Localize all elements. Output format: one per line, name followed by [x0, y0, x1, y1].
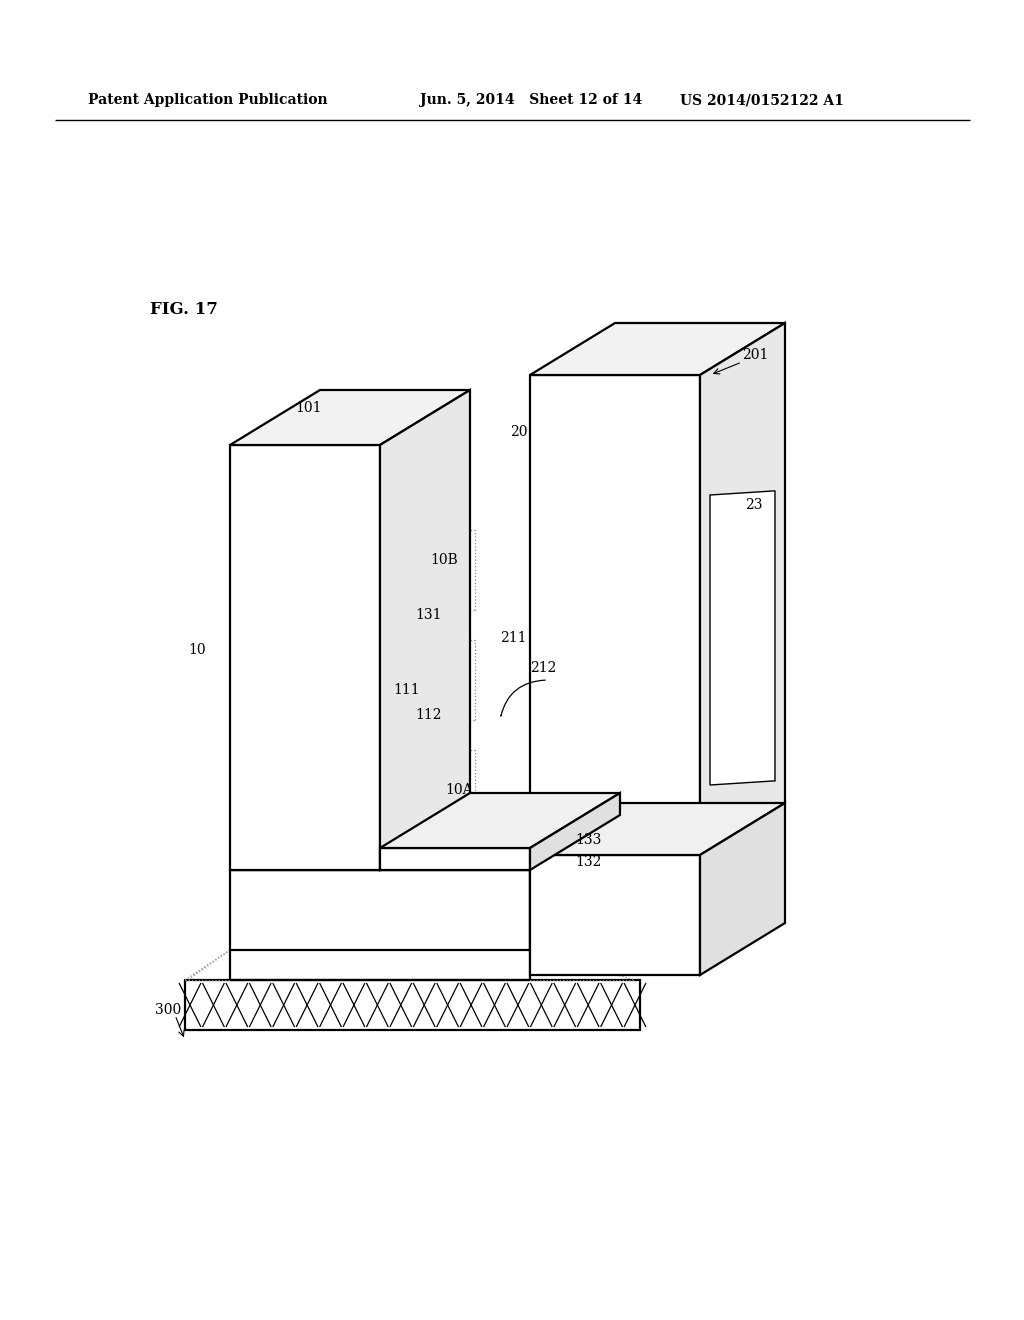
Polygon shape: [230, 870, 530, 950]
Text: 201: 201: [742, 348, 768, 362]
Polygon shape: [380, 389, 470, 870]
Text: 10: 10: [188, 643, 206, 657]
Polygon shape: [530, 793, 620, 870]
Polygon shape: [530, 375, 700, 855]
Text: 23: 23: [745, 498, 763, 512]
Polygon shape: [530, 814, 620, 950]
Polygon shape: [700, 323, 785, 855]
Polygon shape: [380, 793, 620, 847]
Polygon shape: [530, 855, 700, 975]
Text: 111: 111: [393, 682, 420, 697]
Text: Patent Application Publication: Patent Application Publication: [88, 92, 328, 107]
Polygon shape: [700, 803, 785, 975]
Polygon shape: [380, 847, 530, 870]
Text: 212: 212: [530, 661, 556, 675]
Text: Jun. 5, 2014   Sheet 12 of 14: Jun. 5, 2014 Sheet 12 of 14: [420, 92, 642, 107]
Text: FIG. 17: FIG. 17: [150, 301, 218, 318]
Polygon shape: [185, 979, 640, 1030]
Text: US 2014/0152122 A1: US 2014/0152122 A1: [680, 92, 844, 107]
Text: 132: 132: [575, 855, 601, 869]
Text: 20: 20: [510, 425, 527, 440]
Polygon shape: [530, 323, 785, 375]
Text: 101: 101: [295, 401, 322, 414]
Text: 133: 133: [575, 833, 601, 847]
Text: 300: 300: [155, 1003, 181, 1016]
Text: 112: 112: [415, 708, 441, 722]
FancyArrowPatch shape: [501, 680, 545, 715]
Text: 10A: 10A: [445, 783, 473, 797]
Polygon shape: [230, 814, 620, 870]
Polygon shape: [230, 389, 470, 445]
Polygon shape: [710, 491, 775, 785]
Text: 211: 211: [500, 631, 526, 645]
Polygon shape: [530, 803, 785, 855]
Text: 131: 131: [415, 609, 441, 622]
Text: 10B: 10B: [430, 553, 458, 568]
Polygon shape: [230, 445, 380, 870]
